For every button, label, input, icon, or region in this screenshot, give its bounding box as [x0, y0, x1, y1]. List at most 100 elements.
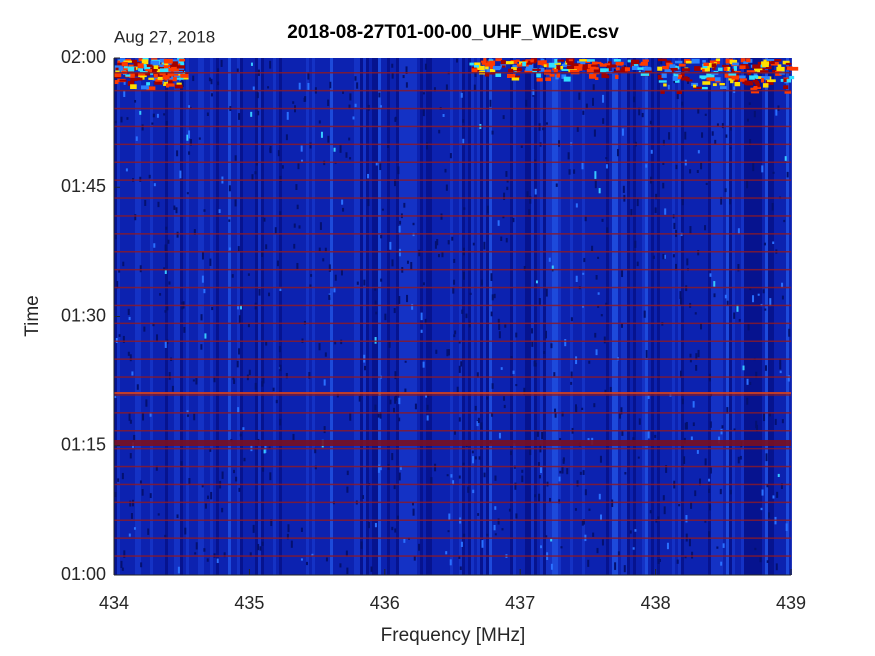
texture-speck [239, 433, 242, 437]
texture-speck [393, 308, 396, 314]
texture-speck [396, 515, 399, 521]
texture-speck [213, 376, 216, 383]
texture-speck [566, 468, 569, 475]
texture-speck [666, 542, 669, 550]
texture-speck [714, 139, 717, 144]
texture-column [717, 58, 720, 575]
texture-row [114, 358, 791, 360]
texture-hot [691, 58, 700, 64]
texture-speck [775, 109, 778, 116]
texture-hot [176, 82, 182, 86]
texture-column [339, 58, 342, 575]
texture-speck [139, 480, 142, 484]
texture-column [411, 58, 414, 575]
texture-speck [570, 317, 573, 322]
texture-speck [426, 415, 429, 421]
texture-speck [716, 123, 719, 126]
texture-hot [776, 66, 785, 72]
texture-hot [661, 73, 667, 78]
texture-speck [139, 110, 142, 115]
texture-speck [477, 417, 480, 423]
texture-column [702, 58, 705, 575]
texture-speck [422, 109, 425, 117]
texture-speck [420, 329, 423, 333]
texture-speck [147, 528, 150, 535]
texture-column [477, 58, 480, 575]
texture-speck [673, 79, 676, 84]
texture-speck [189, 139, 192, 146]
texture-row [114, 251, 791, 253]
texture-hot [669, 64, 676, 69]
texture-hot [782, 60, 790, 65]
texture-speck [765, 453, 768, 462]
texture-speck [210, 93, 213, 97]
texture-speck [451, 236, 454, 241]
texture-column [399, 58, 402, 575]
texture-speck [115, 338, 118, 343]
texture-speck [257, 543, 260, 551]
texture-hot [708, 77, 716, 82]
texture-hot [767, 79, 776, 83]
texture-speck [456, 386, 459, 393]
texture-hot [755, 76, 764, 79]
texture-hot [117, 62, 123, 67]
texture-speck [689, 359, 692, 363]
texture-speck [149, 412, 152, 417]
texture-speck [403, 538, 406, 543]
texture-speck [128, 533, 131, 537]
texture-hot [131, 72, 139, 77]
texture-speck [395, 116, 398, 121]
texture-hot [484, 72, 490, 77]
texture-hot [119, 79, 127, 82]
texture-speck [462, 138, 465, 144]
texture-speck [747, 324, 750, 331]
texture-column [369, 58, 372, 575]
texture-speck [356, 281, 359, 285]
texture-speck [781, 282, 784, 288]
texture-speck [298, 225, 301, 229]
texture-speck [305, 561, 308, 566]
texture-speck [704, 113, 707, 116]
texture-speck [491, 130, 494, 135]
texture-speck [221, 471, 224, 479]
texture-column [222, 58, 225, 575]
texture-speck [692, 401, 695, 408]
texture-speck [453, 430, 456, 435]
texture-hot [168, 80, 173, 86]
texture-column [591, 58, 594, 575]
texture-speck [327, 99, 330, 107]
texture-speck [554, 408, 557, 413]
texture-column [204, 58, 207, 575]
date-label: Aug 27, 2018 [114, 27, 215, 46]
texture-speck [329, 81, 332, 89]
texture-speck [453, 258, 456, 263]
texture-speck [665, 465, 668, 473]
texture-speck [367, 173, 370, 179]
texture-column [396, 58, 399, 575]
texture-speck [121, 472, 124, 480]
texture-speck [684, 131, 687, 140]
texture-hot [615, 74, 619, 80]
texture-speck [379, 411, 382, 419]
texture-column [129, 58, 132, 575]
texture-speck [529, 195, 532, 204]
texture-hot [561, 63, 571, 68]
texture-speck [676, 93, 679, 100]
texture-speck [493, 524, 496, 531]
texture-speck [318, 343, 321, 351]
texture-column [744, 58, 747, 575]
texture-column [636, 58, 639, 575]
texture-column [426, 58, 429, 575]
texture-speck [662, 253, 665, 260]
texture-column [528, 58, 531, 575]
texture-speck [690, 436, 693, 441]
texture-speck [156, 334, 159, 343]
texture-speck [623, 565, 626, 573]
x-axis-label: Frequency [MHz] [381, 625, 526, 646]
x-tick-label: 434 [99, 593, 129, 613]
texture-column [618, 58, 621, 575]
texture-column [546, 58, 549, 575]
texture-speck [514, 482, 517, 490]
texture-speck [445, 551, 448, 555]
texture-hot [764, 65, 772, 70]
